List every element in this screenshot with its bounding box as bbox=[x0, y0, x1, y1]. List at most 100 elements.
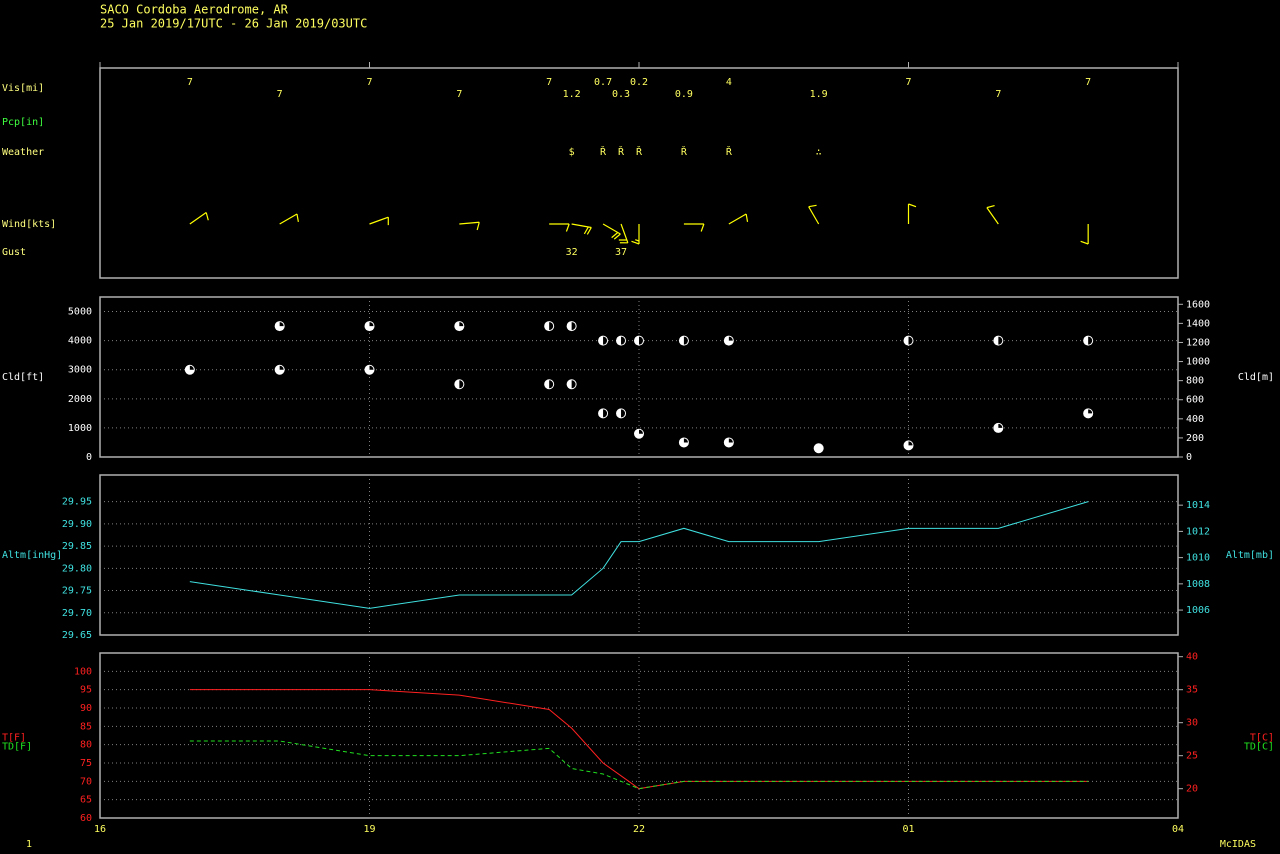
visibility: 7 bbox=[905, 77, 911, 88]
row-label: Pcp[in] bbox=[2, 117, 44, 128]
series-line bbox=[189, 501, 1089, 609]
y2-tick-label: 25 bbox=[1186, 751, 1198, 762]
cloud-cover-empty bbox=[571, 322, 576, 331]
cloud-cover-empty bbox=[279, 365, 284, 370]
weather-symbol: $ bbox=[569, 147, 575, 158]
wind-barb bbox=[728, 213, 749, 225]
wind-barb bbox=[986, 204, 999, 225]
cloud-cover-empty bbox=[728, 438, 733, 443]
y-axis-label: TD[F] bbox=[2, 742, 32, 753]
cloud-cover-empty bbox=[998, 423, 1003, 428]
cloud-cover-empty bbox=[683, 438, 688, 443]
y2-tick-label: 600 bbox=[1186, 395, 1204, 406]
cloud-cover-empty bbox=[683, 336, 688, 345]
cloud-cover-empty bbox=[621, 336, 626, 345]
weather-symbol: ∴ bbox=[816, 147, 822, 158]
y-tick-label: 29.80 bbox=[62, 563, 92, 574]
weather-symbol: Ř bbox=[681, 145, 688, 158]
y-tick-label: 2000 bbox=[68, 394, 92, 405]
y-tick-label: 29.65 bbox=[62, 630, 92, 641]
visibility: 7 bbox=[366, 77, 372, 88]
y-tick-label: 60 bbox=[80, 813, 92, 824]
cloud-cover-empty bbox=[728, 336, 733, 341]
software: McIDAS bbox=[1220, 839, 1256, 850]
y2-tick-label: 0 bbox=[1186, 452, 1192, 463]
cloud-cover-empty bbox=[549, 322, 554, 331]
y2-tick-label: 400 bbox=[1186, 414, 1204, 425]
x-tick-label: 16 bbox=[94, 824, 106, 835]
y2-tick-label: 35 bbox=[1186, 685, 1198, 696]
y2-axis-label: TD[C] bbox=[1244, 742, 1274, 753]
wind-barb bbox=[808, 204, 820, 225]
y-tick-label: 70 bbox=[80, 776, 92, 787]
x-tick-label: 01 bbox=[902, 824, 914, 835]
y2-tick-label: 1008 bbox=[1186, 579, 1210, 590]
wind-barb bbox=[549, 223, 570, 232]
cloud-cover-empty bbox=[908, 336, 913, 345]
series-line bbox=[189, 740, 1089, 790]
y-tick-label: 65 bbox=[80, 795, 92, 806]
cloud-cover-empty bbox=[369, 322, 374, 327]
wind-barb bbox=[618, 223, 629, 244]
y2-tick-label: 20 bbox=[1186, 784, 1198, 795]
y-tick-label: 29.90 bbox=[62, 519, 92, 530]
y-tick-label: 85 bbox=[80, 721, 92, 732]
y2-tick-label: 1006 bbox=[1186, 605, 1210, 616]
cloud-cover-empty bbox=[279, 322, 284, 327]
visibility: 7 bbox=[187, 77, 193, 88]
y-tick-label: 95 bbox=[80, 685, 92, 696]
wind-barb bbox=[459, 221, 480, 231]
visibility: 7 bbox=[456, 89, 462, 100]
y-axis-label: Cld[ft] bbox=[2, 372, 44, 383]
y-tick-label: 29.85 bbox=[62, 541, 92, 552]
wind-barb bbox=[631, 224, 640, 245]
y2-tick-label: 800 bbox=[1186, 376, 1204, 387]
weather-symbol: Ř bbox=[618, 145, 625, 158]
y-tick-label: 75 bbox=[80, 758, 92, 769]
row-label: Weather bbox=[2, 147, 44, 158]
y-tick-label: 3000 bbox=[68, 365, 92, 376]
cloud-cover bbox=[813, 443, 824, 454]
y-tick-label: 90 bbox=[80, 703, 92, 714]
wind-barb bbox=[189, 212, 209, 225]
visibility: 7 bbox=[546, 77, 552, 88]
wind-barb bbox=[369, 216, 389, 226]
row-label: Wind[kts] bbox=[2, 219, 56, 230]
row-label: Vis[mi] bbox=[2, 83, 44, 94]
wind-barb bbox=[279, 213, 299, 225]
visibility: 0.9 bbox=[675, 89, 693, 100]
y-tick-label: 0 bbox=[86, 452, 92, 463]
visibility: 1.9 bbox=[810, 89, 828, 100]
wind-barb bbox=[602, 223, 621, 240]
y-tick-label: 29.75 bbox=[62, 586, 92, 597]
cloud-cover-empty bbox=[621, 409, 626, 418]
y-axis-label: T[F] bbox=[2, 733, 26, 744]
y2-axis-label: Cld[m] bbox=[1238, 372, 1274, 383]
visibility: 1.2 bbox=[563, 89, 581, 100]
y2-tick-label: 40 bbox=[1186, 652, 1198, 663]
y2-tick-label: 1400 bbox=[1186, 318, 1210, 329]
wind-barb bbox=[683, 223, 705, 232]
y2-tick-label: 1200 bbox=[1186, 337, 1210, 348]
y-tick-label: 29.95 bbox=[62, 497, 92, 508]
y-axis-label: Altm[inHg] bbox=[2, 550, 62, 561]
visibility: 4 bbox=[726, 77, 732, 88]
cloud-cover-empty bbox=[1088, 336, 1093, 345]
y-tick-label: 5000 bbox=[68, 307, 92, 318]
cloud-cover-empty bbox=[1088, 409, 1093, 414]
y-tick-label: 100 bbox=[74, 666, 92, 677]
panel-frame bbox=[99, 67, 1179, 279]
cloud-cover-empty bbox=[369, 365, 374, 370]
cloud-cover-empty bbox=[189, 365, 194, 370]
row-label: Gust bbox=[2, 247, 26, 258]
y2-axis-label: T[C] bbox=[1250, 733, 1274, 744]
wind-barb bbox=[907, 203, 917, 224]
visibility: 0.3 bbox=[612, 89, 630, 100]
x-tick-label: 22 bbox=[633, 824, 645, 835]
y-tick-label: 80 bbox=[80, 740, 92, 751]
y2-tick-label: 1600 bbox=[1186, 299, 1210, 310]
y2-tick-label: 1014 bbox=[1186, 500, 1210, 511]
visibility: 0.2 bbox=[630, 77, 648, 88]
cloud-cover-empty bbox=[639, 336, 643, 345]
